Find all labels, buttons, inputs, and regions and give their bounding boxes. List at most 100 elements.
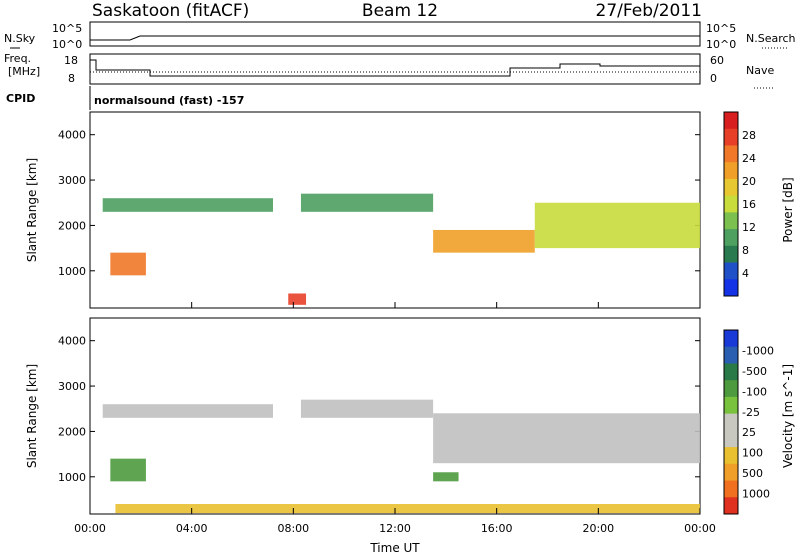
nave-label: Nave: [746, 64, 774, 77]
colorbar-frame: [723, 329, 739, 515]
x-tick-label: 12:00: [379, 522, 411, 535]
noise-panel-frame: [89, 21, 701, 47]
y-tick-label: 3000: [58, 380, 86, 393]
colorbar-tick-label: 100: [742, 447, 763, 460]
colorbar-tick-label: 28: [742, 129, 756, 142]
colorbar-segment: [724, 178, 738, 197]
noise-trace: [90, 35, 700, 41]
power-colorbar: 4 8 12 16 20 24 28: [723, 111, 756, 297]
colorbar-tick-label: 24: [742, 152, 756, 165]
colorbar-segment: [724, 363, 738, 381]
colorbar-segment: [724, 195, 738, 213]
y-tick-label: 2000: [58, 425, 86, 438]
colorbar-segment: [724, 380, 738, 398]
nsearch-label: N.Search: [746, 32, 796, 45]
power-colorbar-label: Power [dB]: [781, 177, 795, 242]
power-ylabel: Slant Range [km]: [25, 158, 39, 262]
colorbar-segment: [724, 396, 738, 415]
time-x-ticks: 00:00 04:00 08:00 12:00 16:00 20:00 00:00: [74, 302, 716, 535]
colorbar-tick-label: 25: [742, 426, 756, 439]
echo-region: [288, 293, 307, 305]
echo-region: [534, 202, 700, 249]
velocity-echo-regions: [102, 399, 700, 514]
y-tick-label: 2000: [58, 219, 86, 232]
y-tick-label: 3000: [58, 174, 86, 187]
colorbar-segment: [724, 279, 738, 297]
echo-region: [433, 413, 700, 464]
nave-tick-top: 60: [710, 54, 724, 67]
freq-label-line2: [MHz]: [8, 65, 40, 78]
x-tick-label: 04:00: [176, 522, 208, 535]
x-tick-label: 08:00: [277, 522, 309, 535]
y-tick-label: 1000: [58, 265, 86, 278]
cpid-label: CPID: [6, 92, 35, 105]
colorbar-tick-label: 1000: [742, 488, 770, 501]
freq-tick-top: 18: [64, 54, 78, 67]
nave-tick-bottom: 0: [710, 72, 717, 85]
velocity-ylabel: Slant Range [km]: [25, 364, 39, 468]
power-echo-regions: [102, 193, 700, 305]
freq-panel-frame: [89, 53, 701, 85]
noise-tick-bottom-right: 10^0: [706, 38, 736, 51]
freq-line: [90, 59, 700, 77]
echo-region: [433, 229, 535, 253]
noise-tick-top-left: 10^5: [52, 22, 82, 35]
x-tick-label: 16:00: [481, 522, 513, 535]
x-tick-label: 00:00: [74, 522, 106, 535]
cpid-value: normalsound (fast) -157: [94, 94, 244, 107]
freq-label-line1: Freq.: [4, 52, 31, 65]
echo-region: [110, 458, 146, 482]
date-title: 27/Feb/2011: [596, 1, 702, 21]
colorbar-segment: [724, 480, 738, 498]
noise-tick-bottom-left: 10^0: [52, 38, 82, 51]
echo-region: [110, 252, 146, 276]
beam-title: Beam 12: [362, 1, 438, 21]
colorbar-segment: [724, 162, 738, 180]
x-tick-label: 20:00: [582, 522, 614, 535]
colorbar-segment: [724, 262, 738, 280]
velocity-colorbar: 1000 500 100 25 -25 -100 -500 -1000: [723, 329, 774, 515]
velocity-y-ticks: 1000 2000 3000 4000: [58, 335, 700, 484]
colorbar-tick-label: -100: [742, 385, 767, 398]
y-tick-label: 4000: [58, 129, 86, 142]
freq-tick-bottom: 8: [68, 72, 75, 85]
colorbar-segment: [724, 330, 738, 348]
y-tick-label: 1000: [58, 471, 86, 484]
colorbar-tick-label: 4: [742, 267, 749, 280]
colorbar-tick-label: 12: [742, 221, 756, 234]
colorbar-tick-label: 16: [742, 198, 756, 211]
colorbar-segment: [724, 128, 738, 146]
echo-region: [102, 198, 273, 212]
echo-region: [300, 193, 434, 212]
x-tick-label: 00:00: [684, 522, 716, 535]
station-title: Saskatoon (fitACF): [92, 1, 249, 21]
colorbar-segment: [724, 229, 738, 247]
noise-tick-top-right: 10^5: [706, 22, 736, 35]
noise-line: [90, 35, 700, 41]
colorbar-segment: [724, 413, 738, 431]
colorbar-tick-label: -500: [742, 365, 767, 378]
colorbar-tick-label: 20: [742, 175, 756, 188]
colorbar-frame: [723, 111, 739, 297]
colorbar-segment: [724, 497, 738, 515]
colorbar-segment: [724, 145, 738, 163]
colorbar-tick-label: -1000: [742, 344, 774, 357]
colorbar-tick-label: 500: [742, 467, 763, 480]
colorbar-tick-label: -25: [742, 406, 760, 419]
echo-region: [433, 472, 459, 482]
echo-region: [300, 399, 434, 418]
time-xlabel: Time UT: [369, 541, 420, 554]
velocity-colorbar-label: Velocity [m s^-1]: [781, 364, 795, 468]
freq-trace: [90, 59, 700, 77]
colorbar-segment: [724, 430, 738, 448]
colorbar-segment: [724, 112, 738, 130]
colorbar-segment: [724, 447, 738, 465]
echo-region: [102, 404, 273, 418]
echo-region: [115, 504, 700, 514]
colorbar-segment: [724, 346, 738, 364]
colorbar-tick-label: 8: [742, 244, 749, 257]
colorbar-segment: [724, 463, 738, 482]
y-tick-label: 4000: [58, 335, 86, 348]
nsky-label: N.Sky: [4, 32, 36, 45]
